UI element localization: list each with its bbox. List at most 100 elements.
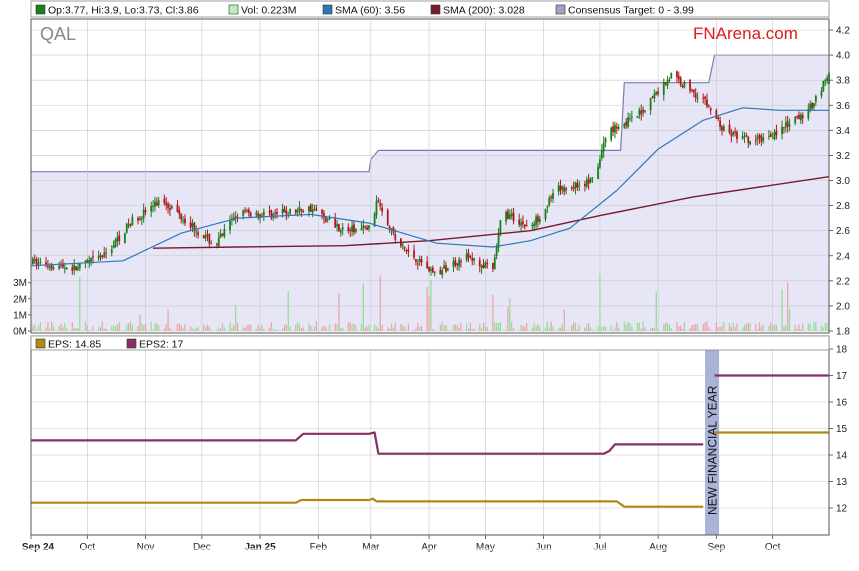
legend-label: Consensus Target: 0 - 3.99 — [568, 5, 694, 17]
eps-tick-label: 18 — [836, 345, 848, 356]
volume-bar — [274, 329, 276, 331]
volume-bar — [103, 328, 105, 331]
price-candle — [116, 236, 119, 242]
volume-bar — [800, 329, 802, 331]
volume-bar — [366, 326, 368, 331]
price-candle — [734, 131, 737, 133]
volume-bar — [638, 322, 640, 331]
volume-bar — [456, 324, 458, 331]
price-candle — [508, 214, 511, 219]
volume-bar — [283, 324, 286, 331]
price-candle — [347, 227, 350, 232]
price-candle — [373, 214, 376, 227]
volume-bar — [715, 322, 717, 331]
price-candle — [118, 235, 121, 242]
price-candle — [550, 197, 553, 199]
volume-tick-label: 2M — [13, 294, 27, 305]
volume-bar — [745, 324, 747, 331]
price-candle — [283, 208, 286, 213]
volume-bar — [537, 323, 539, 331]
price-candle — [336, 224, 338, 227]
volume-bar — [250, 324, 252, 331]
volume-bar — [539, 326, 541, 331]
x-tick-label: Jan 25 — [245, 542, 277, 553]
volume-bar — [787, 282, 789, 331]
volume-bar — [407, 323, 410, 331]
volume-bar — [289, 326, 291, 331]
volume-bar — [32, 325, 34, 331]
price-candle — [311, 209, 314, 213]
volume-bar — [512, 327, 515, 331]
price-candle — [820, 90, 823, 96]
volume-bar — [773, 324, 776, 331]
price-candle — [544, 209, 547, 220]
price-candle — [630, 116, 633, 118]
price-candle — [123, 233, 126, 243]
volume-bar — [522, 325, 524, 331]
price-candle — [73, 264, 76, 270]
x-tick-label: May — [476, 542, 495, 553]
price-candle — [360, 228, 363, 231]
price-candle — [589, 178, 592, 183]
volume-bar — [544, 327, 547, 331]
volume-bar — [826, 322, 828, 331]
volume-bar — [469, 322, 471, 331]
legend-label: Vol: 0.223M — [241, 5, 296, 17]
volume-bar — [190, 326, 192, 331]
price-candle — [570, 187, 573, 189]
volume-bar — [347, 322, 349, 331]
volume-bar — [452, 324, 455, 331]
price-candle — [176, 204, 179, 212]
volume-bar — [573, 322, 575, 331]
volume-bar — [323, 325, 325, 331]
volume-bar — [141, 323, 143, 331]
volume-bar — [563, 309, 565, 331]
price-panel-frame — [30, 18, 830, 334]
volume-bar — [509, 298, 511, 331]
price-candle — [289, 208, 292, 214]
price-candle — [563, 188, 566, 192]
price-candle — [92, 256, 94, 258]
volume-bar — [550, 321, 552, 331]
price-candle — [296, 210, 299, 213]
price-candle — [576, 182, 579, 188]
price-candle — [430, 269, 432, 271]
price-candle — [77, 267, 79, 270]
volume-bar — [101, 321, 103, 331]
volume-bar — [576, 329, 578, 331]
volume-bar — [387, 327, 389, 331]
price-candle — [272, 213, 275, 218]
volume-bar — [420, 325, 423, 331]
price-candle — [341, 227, 344, 230]
price-candle — [694, 93, 697, 98]
price-candle — [386, 209, 389, 226]
volume-bar — [52, 326, 55, 331]
volume-bar — [118, 322, 120, 331]
price-candle — [140, 217, 143, 220]
price-candle — [165, 202, 168, 206]
x-tick-label: Jun — [536, 542, 552, 553]
legend-swatch — [126, 338, 137, 349]
price-candle — [662, 81, 665, 95]
price-candle — [538, 218, 541, 222]
price-candle — [204, 234, 207, 239]
volume-bar — [182, 328, 184, 331]
price-candle — [338, 224, 340, 232]
price-candle — [326, 219, 329, 221]
volume-bar — [223, 327, 225, 331]
price-candle — [127, 224, 130, 226]
volume-bar — [45, 327, 47, 331]
volume-bar — [531, 327, 533, 331]
volume-bar — [670, 328, 672, 331]
volume-bar — [353, 323, 355, 331]
price-candle — [197, 232, 200, 236]
price-candle — [460, 261, 462, 263]
price-candle — [480, 265, 483, 268]
volume-bar — [683, 322, 686, 331]
volume-bar — [822, 327, 824, 331]
volume-tick-label: 0M — [13, 327, 27, 338]
price-candle — [426, 261, 429, 269]
volume-bar — [302, 327, 304, 331]
volume-bar — [404, 326, 406, 331]
